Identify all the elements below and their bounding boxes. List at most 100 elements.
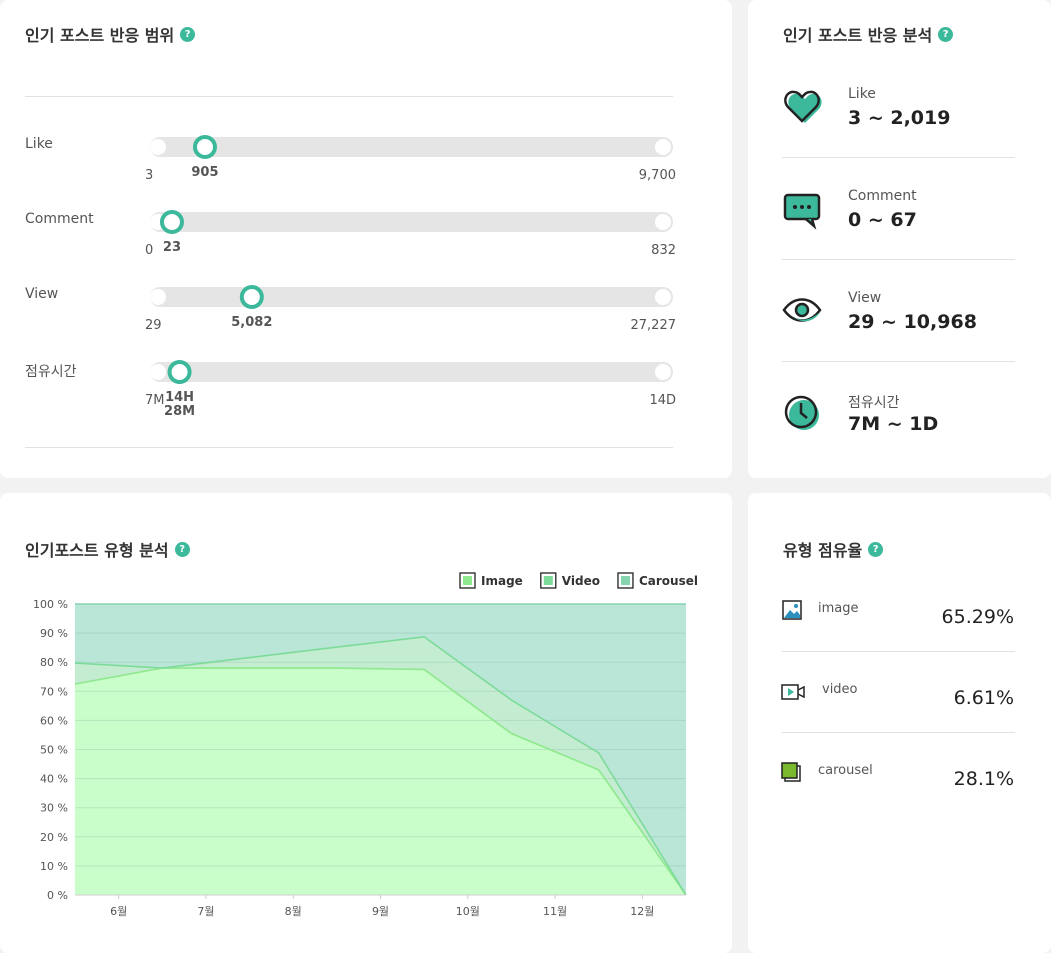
share-value: 65.29% <box>941 606 1014 628</box>
slider-end <box>655 364 671 380</box>
area <box>75 604 686 895</box>
y-tick-label: 60 % <box>40 714 68 727</box>
y-tick-label: 50 % <box>40 744 68 757</box>
divider <box>25 447 673 448</box>
x-tick-label: 10월 <box>456 905 480 918</box>
legend-swatch-fill <box>463 576 472 585</box>
x-tick-label: 9월 <box>372 905 389 918</box>
y-tick-label: 70 % <box>40 685 68 698</box>
item-value: 0 ~ 67 <box>848 209 917 231</box>
video-icon <box>781 684 805 700</box>
x-tick-label: 8월 <box>285 905 302 918</box>
panel-title: 인기포스트 유형 분석? <box>25 537 190 561</box>
divider <box>782 157 1015 158</box>
slider[interactable] <box>140 132 685 162</box>
slider-track <box>150 287 673 307</box>
slider-end <box>655 139 671 155</box>
image-icon <box>782 600 802 620</box>
analysis-panel: 인기 포스트 반응 분석? Like 3 ~ 2,019 Comment 0 ~ 67… <box>748 0 1051 478</box>
legend-label: Carousel <box>639 574 698 588</box>
slider-end <box>655 289 671 305</box>
divider <box>782 732 1015 733</box>
divider <box>782 651 1015 652</box>
slider-value: 905 <box>191 165 219 180</box>
share-label: carousel <box>818 763 873 778</box>
slider-label: 점유시간 <box>25 364 77 380</box>
legend-label: Image <box>481 574 523 588</box>
divider <box>25 96 673 97</box>
slider[interactable] <box>140 357 685 387</box>
slider-max: 27,227 <box>630 318 677 333</box>
slider-end <box>150 289 166 305</box>
slider-max: 832 <box>651 243 676 258</box>
comment-icon <box>783 193 821 230</box>
slider-min: 3 <box>145 168 154 183</box>
y-tick-label: 30 % <box>40 802 68 815</box>
share-value: 6.61% <box>953 687 1014 709</box>
share-label: image <box>818 601 859 616</box>
time-icon <box>784 395 819 430</box>
y-tick-label: 40 % <box>40 773 68 786</box>
title-text: 유형 점유율 <box>783 541 863 560</box>
legend-item: Image <box>459 572 523 589</box>
x-tick-label: 6월 <box>110 905 127 918</box>
help-icon[interactable]: ? <box>180 26 196 42</box>
panel-title: 인기 포스트 반응 분석? <box>783 22 954 46</box>
x-tick-label: 7월 <box>197 905 214 918</box>
x-tick-label: 11월 <box>543 905 567 918</box>
series-line <box>74 636 687 896</box>
item-value: 7M ~ 1D <box>848 413 939 435</box>
item-value: 29 ~ 10,968 <box>848 311 977 333</box>
y-tick-label: 0 % <box>47 889 68 902</box>
y-tick-label: 10 % <box>40 860 68 873</box>
title-text: 인기 포스트 반응 분석 <box>783 26 933 45</box>
range-panel: 인기 포스트 반응 범위? Like 3 9,700 905 Comment 0 832 23… <box>0 0 732 478</box>
slider-label: Comment <box>25 211 94 227</box>
slider-value: 5,082 <box>231 315 273 330</box>
panel-title: 인기 포스트 반응 범위? <box>25 22 196 46</box>
like-icon <box>784 90 822 123</box>
slider-label: Like <box>25 136 53 152</box>
slider-label: View <box>25 286 59 302</box>
slider-max: 9,700 <box>638 168 676 183</box>
slider-knob <box>167 360 192 384</box>
legend-item: Carousel <box>617 572 698 589</box>
slider-value: 28M <box>164 404 196 419</box>
item-label: View <box>848 290 882 306</box>
help-icon[interactable]: ? <box>868 541 884 557</box>
slider-track <box>150 362 673 382</box>
help-icon[interactable]: ? <box>938 26 954 42</box>
slider-min: 0 <box>145 243 154 258</box>
y-tick-label: 20 % <box>40 831 68 844</box>
item-label: Like <box>848 86 876 102</box>
slider-knob <box>239 285 264 309</box>
slider-value: 14H <box>165 390 195 405</box>
divider <box>782 259 1015 260</box>
slider-track <box>150 137 673 157</box>
legend-item: Video <box>540 572 600 589</box>
share-label: video <box>822 682 858 697</box>
item-value: 3 ~ 2,019 <box>848 107 951 129</box>
slider-track <box>150 212 673 232</box>
item-label: Comment <box>848 188 917 204</box>
x-tick-label: 12월 <box>630 905 654 918</box>
legend-label: Video <box>562 574 600 588</box>
carousel-icon <box>781 762 801 782</box>
view-icon <box>782 298 822 322</box>
slider-end <box>655 214 671 230</box>
slider[interactable] <box>140 207 685 237</box>
help-icon[interactable]: ? <box>174 541 190 557</box>
share-panel: 유형 점유율? image 65.29% video 6.61% carousel 28.… <box>748 493 1051 953</box>
slider-min: 29 <box>145 318 162 333</box>
slider[interactable] <box>140 282 685 312</box>
legend-swatch-fill <box>543 576 553 585</box>
y-tick-label: 90 % <box>40 627 68 640</box>
series-line <box>74 667 687 896</box>
divider <box>782 361 1015 362</box>
slider-end <box>150 139 166 155</box>
item-label: 점유시간 <box>848 395 900 411</box>
chart: Image Video Carousel 0 % 10 % 20 % 30 % 40 % 50 … <box>33 572 698 918</box>
legend-swatch-fill <box>620 576 630 585</box>
y-tick-label: 80 % <box>40 656 68 669</box>
